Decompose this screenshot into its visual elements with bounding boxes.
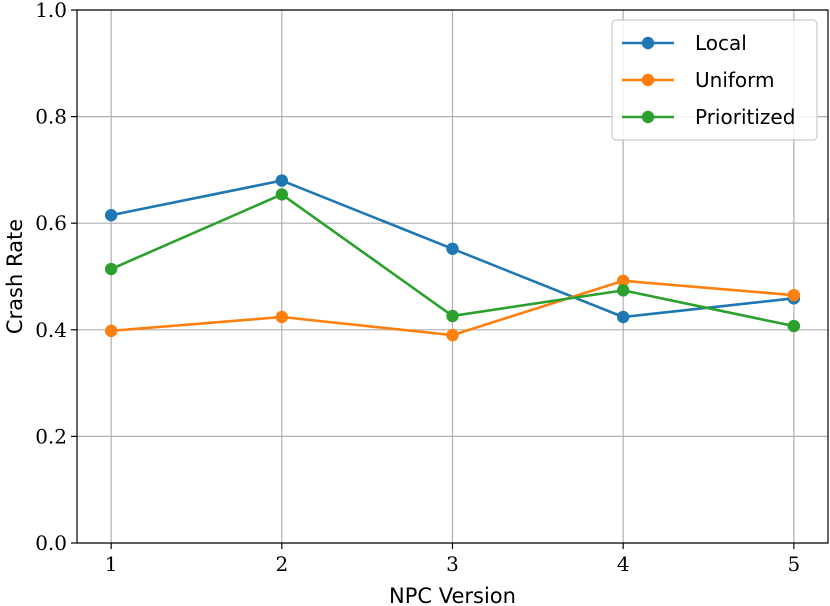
data-point [446,309,459,323]
legend-item: Prioritized [622,105,795,129]
legend-swatch-marker [641,73,655,87]
x-axis-label: NPC Version [389,584,516,606]
legend-item: Uniform [622,68,775,92]
data-point [275,174,289,187]
data-point [275,188,289,201]
legend-swatch-marker [641,36,655,50]
y-tick-label: 0.0 [35,531,67,555]
data-point [446,242,459,255]
y-tick-label: 0.8 [35,105,67,129]
legend-label: Prioritized [695,105,795,129]
data-point [787,288,801,302]
data-point [616,284,630,297]
legend-label: Local [695,31,747,55]
y-tick-label: 1.0 [35,0,67,22]
data-point [616,310,630,324]
y-axis-label: Crash Rate [3,219,27,334]
series-prioritized [104,188,801,333]
legend-swatch-marker [641,110,655,124]
data-point [104,209,118,222]
y-tick-label: 0.2 [35,424,67,448]
series-uniform [104,274,801,342]
x-tick-label: 3 [446,552,459,576]
legend-box [611,19,818,141]
x-tick-label: 4 [617,552,630,576]
plot-series [104,174,801,342]
axis-ticks: 1 2 3 4 5 0.0 0.2 0.4 0.6 0.8 1.0 [35,0,800,576]
data-point [616,274,630,287]
y-tick-label: 0.4 [35,318,67,342]
y-tick-label: 0.6 [35,211,67,235]
data-point [787,319,801,333]
x-tick-label: 1 [105,552,118,576]
x-tick-label: 5 [787,552,800,576]
data-point [275,310,289,324]
data-point [446,328,459,342]
data-point [104,262,118,276]
x-tick-label: 2 [275,552,288,576]
legend: Local Uniform Prioritized [611,19,818,141]
legend-item: Local [622,31,747,55]
legend-label: Uniform [695,68,775,92]
series-local [104,174,801,324]
data-point [104,324,118,338]
